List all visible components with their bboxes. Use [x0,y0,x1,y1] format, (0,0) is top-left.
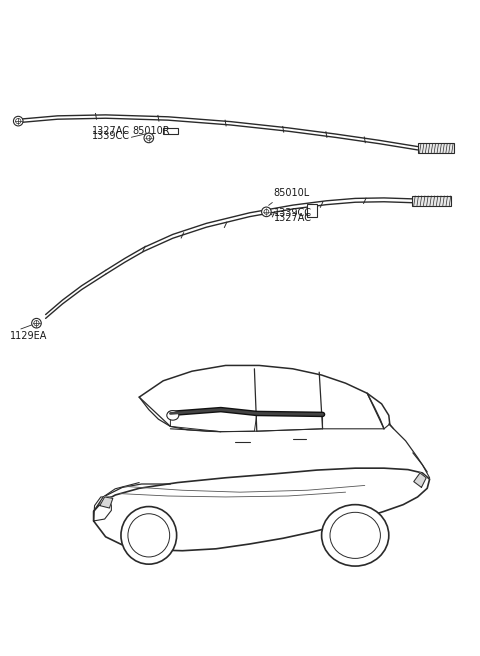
Ellipse shape [322,504,389,566]
Text: 1339CC: 1339CC [274,207,312,218]
Text: 1129EA: 1129EA [10,331,47,341]
Polygon shape [100,497,113,508]
Polygon shape [414,473,426,487]
Ellipse shape [128,514,170,557]
Text: 85010L: 85010L [274,188,310,198]
Text: 1327AC: 1327AC [274,213,312,223]
Ellipse shape [330,512,380,558]
Text: 1339CC: 1339CC [92,131,130,141]
Circle shape [144,133,154,143]
Bar [163,129,178,134]
Circle shape [13,116,23,126]
Bar [418,144,454,153]
Text: 1327AC: 1327AC [92,126,130,136]
Bar [307,203,317,217]
Circle shape [32,318,41,328]
Ellipse shape [167,411,179,420]
Circle shape [262,207,271,216]
Text: 85010R: 85010R [132,126,170,136]
Ellipse shape [121,506,177,564]
Bar [412,196,451,205]
